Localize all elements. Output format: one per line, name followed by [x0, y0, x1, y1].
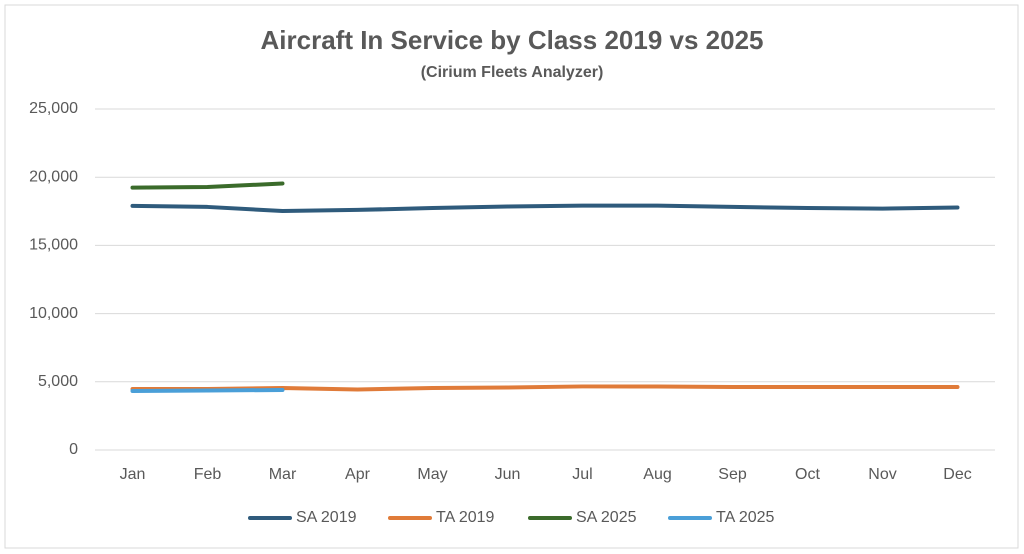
- y-tick-label: 20,000: [29, 168, 78, 185]
- x-tick-label: Jun: [495, 466, 521, 483]
- x-tick-label: Aug: [643, 466, 671, 483]
- series-line: [130, 181, 285, 190]
- x-tick-label: Mar: [269, 466, 297, 483]
- chart-title: Aircraft In Service by Class 2019 vs 202…: [261, 25, 764, 55]
- x-tick-label: Jul: [572, 466, 592, 483]
- x-tick-label: Sep: [718, 466, 747, 483]
- series-line: [130, 387, 285, 393]
- x-tick-label: Dec: [943, 466, 971, 483]
- legend-label: SA 2025: [576, 509, 637, 526]
- y-tick-label: 25,000: [29, 100, 78, 117]
- chart-subtitle: (Cirium Fleets Analyzer): [421, 64, 604, 81]
- x-tick-label: May: [417, 466, 447, 483]
- legend-label: TA 2019: [436, 509, 495, 526]
- x-tick-label: Apr: [345, 466, 371, 483]
- legend-label: SA 2019: [296, 509, 357, 526]
- x-tick-label: Nov: [868, 466, 896, 483]
- x-tick-label: Feb: [194, 466, 222, 483]
- x-tick-label: Jan: [120, 466, 146, 483]
- y-tick-label: 5,000: [38, 373, 78, 390]
- series-line: [130, 203, 960, 214]
- x-tick-label: Oct: [795, 466, 820, 483]
- y-tick-label: 15,000: [29, 237, 78, 254]
- chart-border: [4, 4, 1019, 549]
- y-tick-label: 10,000: [29, 305, 78, 322]
- y-tick-label: 0: [69, 441, 78, 458]
- legend-label: TA 2025: [716, 509, 775, 526]
